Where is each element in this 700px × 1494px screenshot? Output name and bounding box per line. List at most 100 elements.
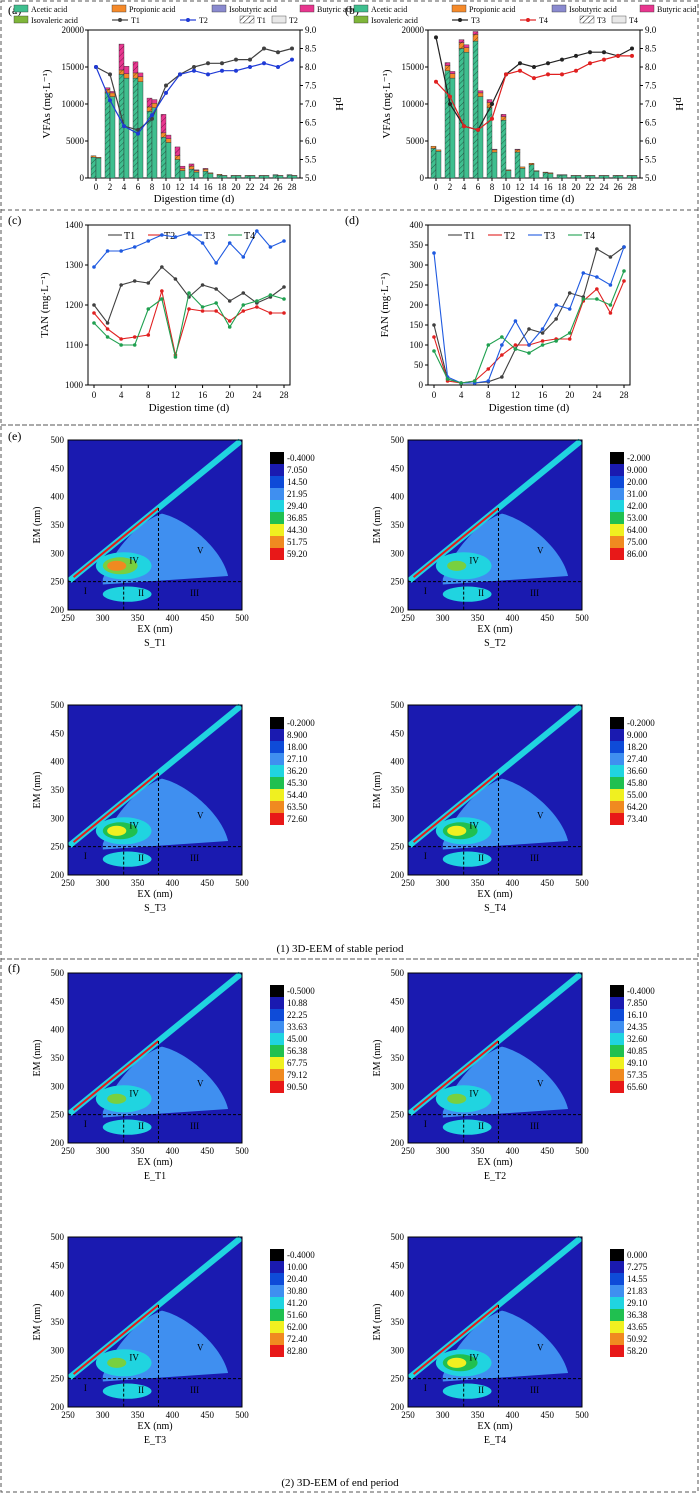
ylabel-c: TAN (mg·L⁻¹): [39, 272, 51, 338]
eem-title-E_T3: E_T3: [144, 1435, 166, 1446]
eem-ytick-E_T3-2: 300: [51, 1345, 65, 1355]
xtick-label-c-2: 8: [146, 390, 151, 400]
bar-a-T2-propionic-8: [207, 172, 214, 174]
eem-colorbar-swatch-E_T3-2: [270, 1273, 284, 1285]
xtick-label-b-12: 24: [600, 182, 610, 192]
bar-hatch-a-T1-acetic-14: [287, 175, 292, 178]
series-line-d-T4: [433, 270, 625, 384]
bar-hatch-a-T1-butyric-8: [203, 168, 208, 170]
xtick-label-a-11: 22: [246, 182, 255, 192]
eem-ytick-E_T1-2: 300: [51, 1081, 65, 1091]
eem-xtick-S_T1-3: 400: [166, 613, 180, 623]
ph-point-a-T2-3: [136, 131, 140, 136]
bar-hatch-b-T3-butyric-1: [445, 62, 450, 66]
eem-xtick-E_T2-2: 350: [471, 1146, 485, 1156]
bar-hatch-a-T1-acetic-9: [217, 175, 222, 178]
eem-region-label-iii-E_T1: III: [190, 1121, 199, 1131]
series-point-d-T4-8: [540, 343, 545, 347]
eem-rayleigh-core-E_T4: [412, 1304, 500, 1375]
series-point-c-T1-10: [227, 299, 232, 303]
bar-hatch-a-T1-butyric-7: [189, 163, 194, 167]
ph-point-b-T4-10: [574, 68, 578, 73]
legend-label-a-0: Acetic acid: [31, 5, 67, 14]
series-point-d-T4-10: [567, 331, 572, 335]
series-point-d-T4-2: [459, 381, 463, 385]
legend-label-b-2: Isobutyric acid: [569, 5, 617, 14]
ph-point-a-T1-5: [164, 83, 168, 88]
ytick-label-d-1: 50: [414, 360, 424, 370]
eem-region-label-iii-S_T4: III: [530, 853, 539, 863]
series-point-d-T4-1: [445, 377, 450, 381]
legend-swatch-a-2: [211, 4, 227, 13]
eem-rayleigh-core-E_T3: [72, 1304, 160, 1375]
eem-colorbar-label-S_T4-2: 18.20: [627, 742, 648, 752]
eem-xlabel-S_T4: EX (nm): [477, 889, 512, 900]
bar-b-T4-propionic-7: [533, 170, 540, 172]
eem-colorbar-label-E_T3-8: 82.80: [287, 1346, 308, 1356]
series-point-d-T3-7: [527, 343, 531, 347]
ph-point-b-T4-2: [462, 124, 466, 129]
panel-letter-c: (c): [8, 213, 21, 227]
eem-colorbar-label-S_T1-8: 59.20: [287, 549, 308, 559]
bar-hatch-b-T3-propionic-6: [515, 149, 520, 153]
eem-ytick-E_T2-0: 200: [391, 1138, 405, 1148]
xtick-label-b-2: 4: [462, 182, 467, 192]
eem-colorbar-label-E_T1-2: 22.25: [287, 1010, 308, 1020]
series-point-c-T1-6: [173, 277, 178, 281]
eem-colorbar-label-E_T2-5: 40.85: [627, 1046, 648, 1056]
series-point-c-T4-10: [227, 325, 232, 329]
eem-ytick-E_T1-5: 450: [51, 996, 65, 1006]
eem-region-label-ii-S_T2: II: [478, 588, 484, 598]
ph-point-a-T1-8: [206, 61, 210, 66]
legend-label-a-1: Propionic acid: [129, 5, 175, 14]
eem-colorbar-swatch-S_T4-4: [610, 765, 624, 777]
xtick-label-d-1: 4: [459, 390, 464, 400]
series-point-c-T4-7: [187, 291, 191, 295]
eem-region-label-iv-E_T4: IV: [469, 1353, 479, 1363]
series-point-d-T4-6: [513, 347, 518, 351]
xtick-label-c-3: 12: [171, 390, 180, 400]
series-point-c-T3-1: [105, 249, 110, 253]
eem-peak-iv-core-S_T1: [107, 560, 127, 571]
eem-colorbar-label-E_T1-6: 67.75: [287, 1058, 308, 1068]
eem-xtick-E_T3-5: 500: [235, 1410, 249, 1420]
eem-xtick-S_T1-2: 350: [131, 613, 145, 623]
eem-colorbar-label-E_T2-0: -0.4000: [627, 986, 655, 996]
y2label-b: pH: [673, 97, 685, 111]
eem-colorbar-swatch-S_T4-7: [610, 801, 624, 813]
eem-region-label-ii-E_T4: II: [478, 1385, 484, 1395]
bar-a-T2-propionic-4: [151, 103, 158, 108]
xlabel-b: Digestion time (d): [494, 193, 575, 205]
bar-a-T2-acetic-8: [207, 173, 214, 179]
bar-hatch-a-T1-butyric-2: [119, 44, 124, 70]
bar-hatch-a-T1-acetic-11: [245, 175, 250, 178]
eem-colorbar-label-S_T1-7: 51.75: [287, 537, 308, 547]
xtick-label-d-4: 16: [538, 390, 548, 400]
eem-colorbar-swatch-E_T3-1: [270, 1261, 284, 1273]
bar-b-T4-acetic-12: [603, 175, 610, 179]
eem-ytick-E_T2-5: 450: [391, 996, 405, 1006]
ph-point-a-T2-10: [234, 68, 238, 73]
xlabel-d: Digestion time (d): [489, 402, 570, 414]
series-point-d-T4-11: [581, 297, 586, 301]
y2tick-label-b-7: 8.5: [645, 44, 657, 54]
ph-point-a-T2-0: [94, 65, 98, 69]
ph-point-a-T1-9: [220, 61, 224, 66]
bar-b-T4-butyric-1: [449, 71, 456, 74]
eem-ylabel-S_T1: EM (nm): [32, 507, 43, 544]
series-point-c-T4-11: [241, 303, 246, 307]
eem-colorbar-label-E_T3-4: 41.20: [287, 1298, 308, 1308]
bar-hatch-b-T3-acetic-14: [627, 175, 632, 178]
series-point-d-T3-6: [513, 319, 518, 323]
ph-point-a-T1-4: [150, 116, 154, 121]
eem-colorbar-swatch-E_T2-0: [610, 985, 624, 997]
eem-colorbar-swatch-S_T4-1: [610, 729, 624, 741]
eem-xtick-E_T4-1: 300: [436, 1410, 450, 1420]
eem-colorbar-label-E_T4-7: 50.92: [627, 1334, 647, 1344]
eem-xtick-E_T1-3: 400: [166, 1146, 180, 1156]
eem-region-label-v-E_T3: V: [197, 1342, 204, 1352]
xtick-label-d-3: 12: [511, 390, 520, 400]
xtick-label-a-9: 18: [218, 182, 228, 192]
bar-hatch-a-T1-propionic-6: [175, 155, 180, 160]
